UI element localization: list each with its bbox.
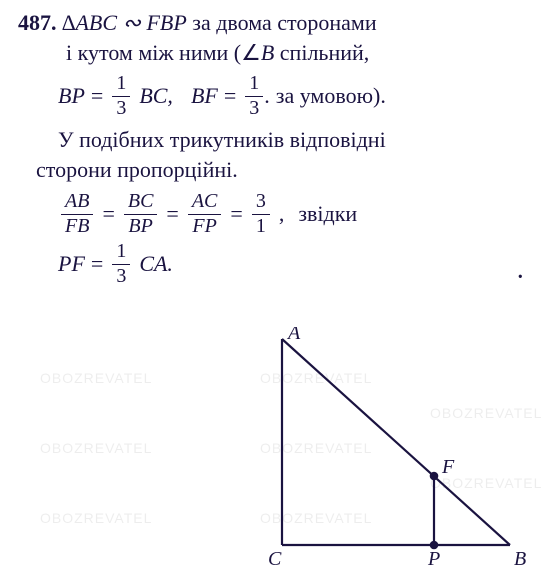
frac-den: 1	[252, 216, 270, 237]
label-A: A	[286, 327, 301, 344]
frac-den: 3	[112, 98, 130, 119]
bp-lhs: BP	[58, 83, 85, 109]
eq-sign: =	[230, 201, 242, 227]
line-2: і кутом між ними (∠B спільний,	[18, 38, 529, 68]
frac-1-3-a: 1 3	[112, 73, 130, 119]
watermark: OBOZREVATEL	[40, 440, 152, 456]
stray-dot: ·	[516, 262, 525, 294]
eq-sign: =	[91, 251, 103, 277]
eq-sign: =	[166, 201, 178, 227]
problem-number: 487.	[18, 10, 57, 35]
eq-sign: =	[102, 201, 114, 227]
frac-den: FP	[188, 216, 220, 237]
frac-bc-bp: BC BP	[124, 191, 158, 237]
line-4: У подібних трикутників відповідні	[18, 125, 529, 155]
label-B: B	[514, 548, 526, 570]
point-F	[431, 473, 437, 479]
watermark: OBOZREVATEL	[40, 370, 152, 386]
frac-3-1: 3 1	[252, 191, 270, 237]
triangle-diagram: A C B F P	[210, 327, 540, 575]
frac-num: AC	[188, 191, 222, 212]
frac-ac-fp: AC FP	[188, 191, 222, 237]
period-dot: .	[264, 83, 270, 109]
result-line: PF = 1 3 CA.	[58, 241, 529, 287]
line1-tail: за двома сторонами	[187, 10, 377, 35]
eq-sign-1: =	[91, 83, 103, 109]
frac-1-3-b: 1 3	[245, 73, 263, 119]
equation-line-1: BP = 1 3 BC, BF = 1 3 . за умовою).	[58, 73, 529, 119]
comma: ,	[279, 201, 285, 227]
frac-num: 3	[252, 191, 270, 212]
frac-num: AB	[61, 191, 93, 212]
triangle-sym: ∆	[62, 10, 75, 35]
frac-num: 1	[112, 73, 130, 94]
frac-den: 3	[245, 98, 263, 119]
line-1: 487. ∆ABC ∾ FBP за двома сторонами	[18, 8, 529, 38]
side-AB	[282, 339, 510, 545]
ratio-line: AB FB = BC BP = AC FP = 3 1 , звідки	[58, 191, 529, 237]
label-F: F	[441, 456, 455, 478]
frac-den: FB	[61, 216, 93, 237]
angle-B: B	[261, 40, 274, 65]
sim-expr: ABC ∾ FBP	[75, 10, 186, 35]
frac-num: BC	[124, 191, 158, 212]
label-P: P	[427, 548, 440, 570]
line-5: сторони пропорційні.	[18, 155, 529, 185]
by-condition: за умовою).	[276, 83, 386, 109]
ca-rhs: CA.	[139, 251, 173, 277]
bf-lhs: BF	[191, 83, 218, 109]
pf-lhs: PF	[58, 251, 85, 277]
line2a: і кутом між ними (∠	[66, 40, 261, 65]
line2c: спільний,	[274, 40, 369, 65]
bc-rhs: BC,	[139, 83, 173, 109]
eq-sign-2: =	[224, 83, 236, 109]
label-C: C	[268, 548, 282, 570]
watermark: OBOZREVATEL	[40, 510, 152, 526]
frac-den: BP	[124, 216, 156, 237]
whence: звідки	[298, 201, 357, 227]
frac-num: 1	[245, 73, 263, 94]
frac-ab-fb: AB FB	[61, 191, 93, 237]
frac-den: 3	[112, 266, 130, 287]
frac-num: 1	[112, 241, 130, 262]
frac-1-3-c: 1 3	[112, 241, 130, 287]
